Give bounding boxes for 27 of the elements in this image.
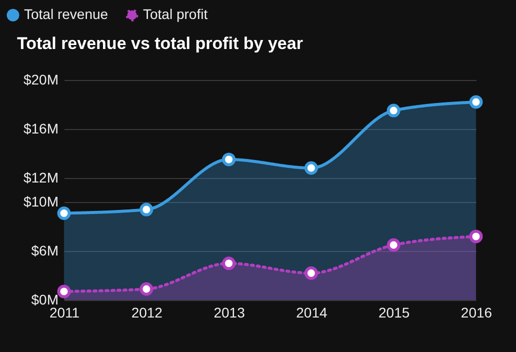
point	[304, 161, 318, 175]
point	[57, 284, 71, 298]
x-tick-label: 2011	[49, 304, 80, 320]
point	[57, 206, 71, 220]
chart-title: Total revenue vs total profit by year	[17, 34, 304, 53]
y-tick-label: $12M	[23, 169, 58, 186]
y-tick-label: $10M	[23, 194, 58, 210]
point	[386, 238, 400, 252]
point	[304, 266, 318, 280]
x-tick-label: 2015	[378, 304, 410, 320]
point	[140, 202, 154, 216]
legend-label: Total revenue	[24, 6, 108, 22]
y-tick-label: $20M	[23, 72, 58, 88]
point	[140, 282, 154, 296]
x-tick-label: 2014	[296, 304, 328, 320]
point	[222, 256, 236, 270]
point	[469, 230, 483, 244]
x-tick-label: 2016	[460, 304, 492, 320]
point	[222, 152, 236, 166]
point	[469, 95, 483, 109]
point	[386, 104, 400, 118]
y-tick-label: $6M	[31, 242, 58, 259]
y-tick-label: $0M	[31, 292, 58, 308]
y-tick-label: $16M	[23, 120, 58, 136]
x-tick-label: 2012	[131, 304, 163, 320]
x-tick-label: 2013	[214, 304, 246, 320]
legend-label: Total profit	[143, 6, 208, 22]
